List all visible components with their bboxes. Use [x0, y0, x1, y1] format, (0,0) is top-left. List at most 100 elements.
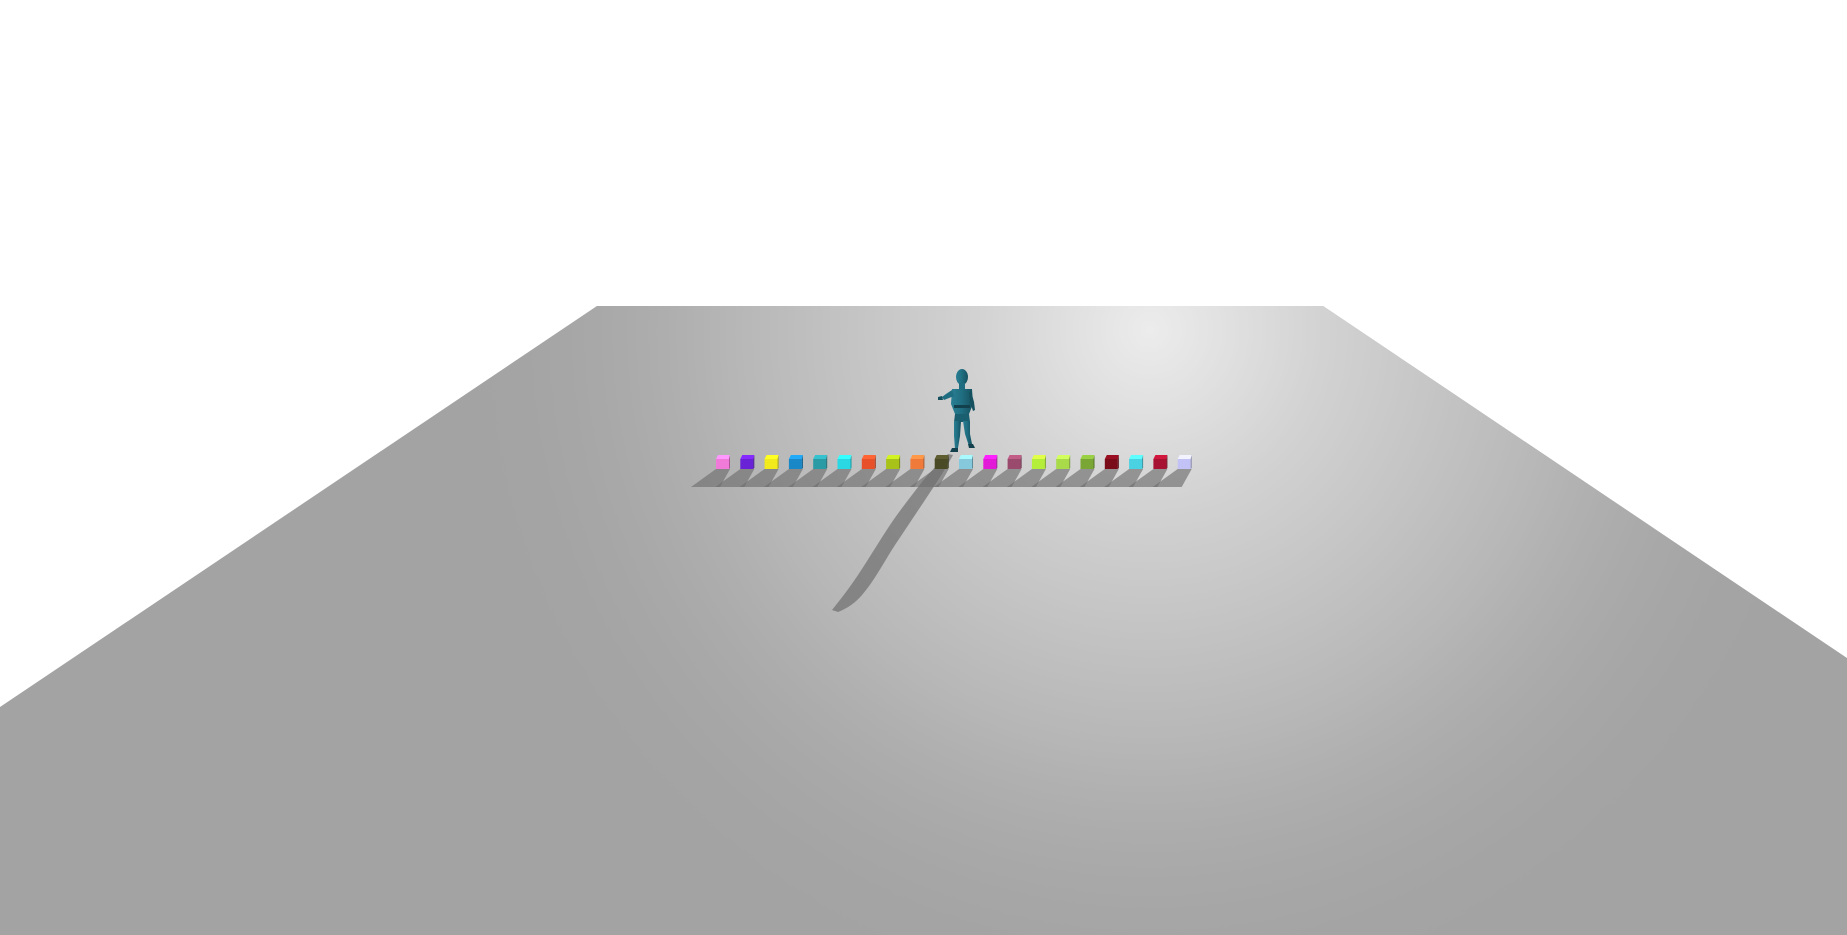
cube[interactable]: [1177, 455, 1192, 469]
cube-top-face: [764, 455, 779, 459]
cube-top-face: [1129, 455, 1144, 459]
cube-side-face: [947, 455, 949, 469]
cube[interactable]: [934, 455, 949, 469]
cube-side-face: [874, 455, 876, 469]
cube[interactable]: [910, 455, 925, 469]
cube-front-face: [1153, 459, 1167, 469]
cube-shadow: [836, 469, 876, 487]
cube-front-face: [716, 459, 729, 469]
cube[interactable]: [1007, 455, 1022, 469]
cube-side-face: [1020, 455, 1022, 469]
cube-front-face: [1007, 459, 1021, 469]
spotlight-highlight: [0, 306, 1847, 935]
cube-front-face: [1104, 459, 1118, 469]
cube-top-face: [1153, 455, 1168, 459]
cube[interactable]: [861, 455, 876, 469]
cube-top-face: [788, 455, 803, 459]
cube-top-face: [1177, 455, 1192, 459]
cube-front-face: [910, 459, 924, 469]
cube-shadow: [1006, 469, 1046, 487]
cube-shadow: [715, 469, 755, 487]
cube-shadow: [1079, 469, 1119, 487]
cube-side-face: [1044, 455, 1046, 469]
cube-front-face: [740, 459, 754, 469]
cube-side-face: [996, 455, 998, 469]
cube[interactable]: [764, 455, 779, 469]
cube-front-face: [837, 459, 851, 469]
cube-side-face: [777, 455, 779, 469]
cube-shadow: [982, 469, 1022, 487]
cube-shadow: [1152, 469, 1192, 487]
cube[interactable]: [983, 455, 998, 469]
cube-side-face: [1117, 455, 1119, 469]
cube[interactable]: [1104, 455, 1119, 469]
cube-side-face: [850, 455, 852, 469]
cube-side-face: [923, 455, 925, 469]
cube[interactable]: [959, 455, 973, 469]
cube-shadow: [1055, 469, 1095, 487]
cube-top-face: [910, 455, 925, 459]
cube-shadow: [934, 469, 973, 487]
cube-front-face: [813, 459, 827, 469]
cube-top-face: [886, 455, 901, 459]
cube-shadow: [788, 469, 828, 487]
cube[interactable]: [886, 455, 901, 469]
cube-front-face: [1031, 459, 1045, 469]
cube-shadow: [958, 469, 998, 487]
cube-side-face: [1093, 455, 1095, 469]
cube-front-face: [1129, 459, 1143, 469]
cube[interactable]: [716, 455, 730, 469]
cube-shadow: [739, 469, 779, 487]
character-shadow: [832, 454, 953, 612]
cube-side-face: [753, 455, 755, 469]
cube-shadow: [885, 469, 925, 487]
cube-top-face: [934, 455, 949, 459]
cube-side-face: [801, 455, 803, 469]
cube-side-face: [1142, 455, 1144, 469]
cube[interactable]: [740, 455, 755, 469]
cube[interactable]: [1129, 455, 1144, 469]
cube-side-face: [972, 455, 973, 469]
cube-shadow: [1128, 469, 1168, 487]
cube-shadow: [1104, 469, 1144, 487]
humanoid-figure-icon[interactable]: [938, 369, 975, 452]
cube-front-face: [788, 459, 802, 469]
cube[interactable]: [1031, 455, 1046, 469]
cube-top-face: [1031, 455, 1046, 459]
cube-side-face: [1190, 455, 1192, 469]
cube-side-face: [1069, 455, 1071, 469]
cube[interactable]: [1056, 455, 1071, 469]
cube-front-face: [886, 459, 900, 469]
cube-top-face: [837, 455, 852, 459]
cube-front-face: [1080, 459, 1094, 469]
cube[interactable]: [788, 455, 803, 469]
cube-side-face: [826, 455, 828, 469]
cube[interactable]: [813, 455, 828, 469]
cube-front-face: [1056, 459, 1070, 469]
cube-top-face: [740, 455, 755, 459]
cube-top-face: [983, 455, 998, 459]
cube[interactable]: [1080, 455, 1095, 469]
cube-front-face: [861, 459, 875, 469]
cube[interactable]: [1153, 455, 1168, 469]
cube-top-face: [1080, 455, 1095, 459]
cube[interactable]: [837, 455, 852, 469]
cube-shadow: [763, 469, 803, 487]
cube-top-face: [861, 455, 876, 459]
cube-front-face: [983, 459, 997, 469]
cube-front-face: [1177, 459, 1191, 469]
cube-shadow: [812, 469, 852, 487]
cube-side-face: [729, 455, 730, 469]
cube-top-face: [1007, 455, 1022, 459]
cube-front-face: [959, 459, 972, 469]
cube-shadow: [861, 469, 901, 487]
cube-shadow: [691, 469, 730, 487]
cube-top-face: [1104, 455, 1119, 459]
cube-shadow: [1031, 469, 1071, 487]
cube-top-face: [716, 455, 730, 459]
cube-row: [716, 455, 1192, 469]
cube-top-face: [813, 455, 828, 459]
cube-front-face: [934, 459, 948, 469]
